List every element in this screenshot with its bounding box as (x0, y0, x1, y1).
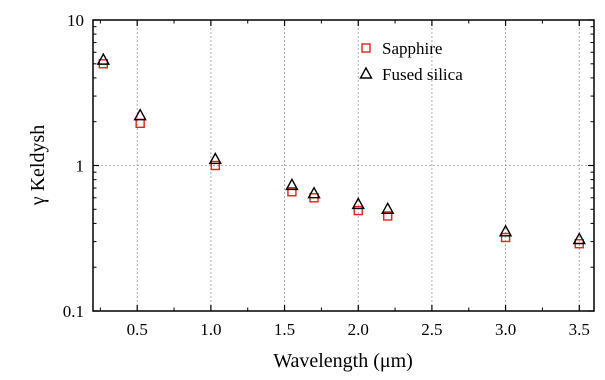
x-tick-label: 0.5 (127, 320, 148, 339)
legend: Sapphire Fused silica (359, 39, 463, 84)
tick-labels: 0.5 1.0 1.5 2.0 2.5 3.0 3.5 0.1 1 10 (63, 11, 590, 339)
fused-silica-point (285, 177, 299, 191)
sapphire-point (500, 232, 511, 243)
x-tick-label: 3.0 (495, 320, 516, 339)
fused-silica-point (96, 52, 110, 65)
data-points (96, 52, 586, 249)
x-tick-label: 2.5 (421, 320, 442, 339)
y-tick-label: 10 (67, 11, 84, 30)
x-tick-label: 2.0 (348, 320, 369, 339)
legend-fused-silica-marker (359, 66, 373, 79)
fused-silica-point (208, 152, 222, 165)
fused-silica-point (381, 201, 395, 214)
legend-sapphire-label: Sapphire (382, 39, 442, 58)
x-tick-label: 1.0 (200, 320, 221, 339)
x-axis-label: Wavelength (μm) (273, 350, 413, 372)
sapphire-point (383, 211, 393, 221)
legend-fused-silica-label: Fused silica (382, 65, 463, 84)
y-tick-label: 1 (76, 157, 85, 176)
y-tick-label: 0.1 (63, 302, 84, 321)
fused-silica-point (351, 196, 365, 210)
sapphire-point (353, 205, 363, 216)
x-tick-label: 3.5 (569, 320, 590, 339)
y-axis-label: γ Keldysh (27, 125, 49, 207)
x-tick-label: 1.5 (274, 320, 295, 339)
sapphire-point (287, 187, 297, 197)
fused-silica-point (498, 224, 513, 237)
fused-silica-point (307, 186, 321, 199)
fused-silica-point (133, 108, 147, 121)
fused-silica-point (572, 232, 586, 245)
sapphire-point (210, 160, 221, 171)
legend-sapphire-marker (361, 43, 371, 53)
plot-frame (92, 19, 595, 312)
